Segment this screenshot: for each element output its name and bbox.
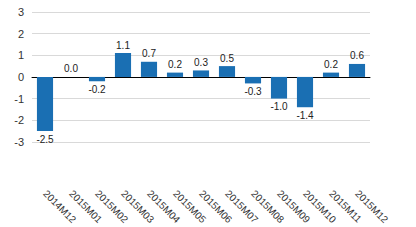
svg-text:0.6: 0.6 bbox=[350, 50, 364, 61]
svg-text:0.2: 0.2 bbox=[324, 59, 338, 70]
svg-text:-1: -1 bbox=[14, 93, 24, 105]
svg-text:3: 3 bbox=[18, 6, 24, 18]
svg-text:-1.0: -1.0 bbox=[270, 101, 288, 112]
svg-text:1.1: 1.1 bbox=[116, 40, 130, 51]
svg-text:-0.3: -0.3 bbox=[244, 86, 262, 97]
svg-text:-2: -2 bbox=[14, 114, 24, 126]
svg-text:2015M03: 2015M03 bbox=[119, 188, 157, 226]
svg-text:2014M12: 2014M12 bbox=[41, 188, 79, 226]
svg-text:2015M02: 2015M02 bbox=[93, 188, 131, 226]
svg-text:0.0: 0.0 bbox=[64, 63, 78, 74]
svg-text:2015M07: 2015M07 bbox=[223, 188, 261, 226]
svg-text:2015M12: 2015M12 bbox=[353, 188, 391, 226]
svg-text:0.2: 0.2 bbox=[168, 59, 182, 70]
svg-text:2015M10: 2015M10 bbox=[301, 188, 339, 226]
svg-text:-1.4: -1.4 bbox=[296, 110, 314, 121]
svg-text:2015M09: 2015M09 bbox=[275, 188, 313, 226]
svg-text:0.3: 0.3 bbox=[194, 57, 208, 68]
svg-text:-0.2: -0.2 bbox=[88, 84, 106, 95]
svg-text:-2.5: -2.5 bbox=[36, 134, 54, 145]
svg-text:0: 0 bbox=[18, 71, 24, 83]
svg-text:2015M01: 2015M01 bbox=[67, 188, 105, 226]
svg-text:1: 1 bbox=[18, 49, 24, 61]
svg-text:0.5: 0.5 bbox=[220, 53, 234, 64]
svg-text:2015M05: 2015M05 bbox=[171, 188, 209, 226]
svg-text:2: 2 bbox=[18, 28, 24, 40]
svg-text:0.7: 0.7 bbox=[142, 48, 156, 59]
svg-text:2015M11: 2015M11 bbox=[327, 188, 364, 225]
svg-text:2015M06: 2015M06 bbox=[197, 188, 235, 226]
svg-text:2015M08: 2015M08 bbox=[249, 188, 287, 226]
svg-text:-3: -3 bbox=[14, 136, 24, 148]
svg-text:2015M04: 2015M04 bbox=[145, 188, 183, 226]
